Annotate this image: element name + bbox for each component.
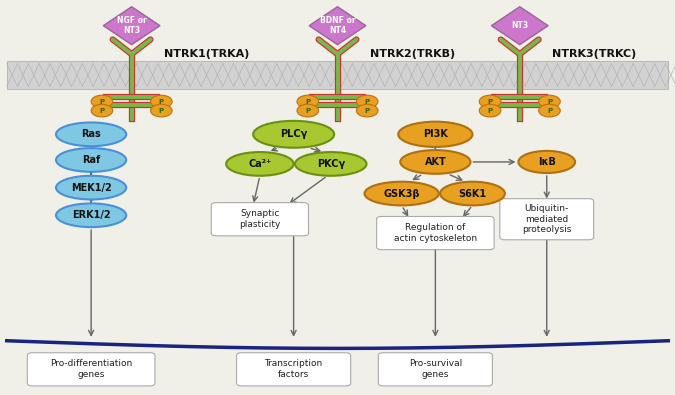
Text: Regulation of
actin cytoskeleton: Regulation of actin cytoskeleton [394,223,477,243]
Text: NTRK2(TRKB): NTRK2(TRKB) [370,49,455,59]
Circle shape [479,104,501,117]
Text: NT3: NT3 [511,21,529,30]
Ellipse shape [56,176,126,199]
Circle shape [539,104,560,117]
Polygon shape [103,7,160,45]
FancyBboxPatch shape [500,199,594,240]
Circle shape [91,104,113,117]
Ellipse shape [398,122,472,147]
Circle shape [91,95,113,108]
Text: Ca²⁺: Ca²⁺ [248,159,271,169]
Text: Ras: Ras [81,129,101,139]
FancyBboxPatch shape [236,353,351,386]
Circle shape [356,104,378,117]
Text: Raf: Raf [82,155,101,165]
Text: P: P [305,98,310,105]
Text: P: P [305,107,310,114]
Circle shape [479,95,501,108]
Text: S6K1: S6K1 [458,188,487,199]
Text: ERK1/2: ERK1/2 [72,210,111,220]
FancyBboxPatch shape [377,216,494,250]
Text: GSK3β: GSK3β [383,188,420,199]
Text: PLCγ: PLCγ [280,129,307,139]
Polygon shape [491,7,548,45]
Text: P: P [159,98,164,105]
FancyBboxPatch shape [28,353,155,386]
Ellipse shape [518,151,575,173]
Text: P: P [547,107,552,114]
FancyBboxPatch shape [211,203,308,236]
Ellipse shape [56,203,126,227]
Ellipse shape [400,150,470,174]
Text: Synaptic
plasticity: Synaptic plasticity [239,209,281,229]
Ellipse shape [56,122,126,146]
Circle shape [356,95,378,108]
Circle shape [297,95,319,108]
Ellipse shape [295,152,367,176]
Text: PI3K: PI3K [423,129,448,139]
Ellipse shape [253,121,334,148]
Polygon shape [309,7,366,45]
Text: P: P [364,107,370,114]
Ellipse shape [56,148,126,172]
Text: AKT: AKT [425,157,446,167]
Text: Pro-survival
genes: Pro-survival genes [409,359,462,379]
Ellipse shape [364,182,439,205]
Ellipse shape [226,152,294,176]
Circle shape [539,95,560,108]
Text: P: P [99,98,105,105]
Text: P: P [99,107,105,114]
Text: MEK1/2: MEK1/2 [71,182,111,193]
Circle shape [297,104,319,117]
Text: P: P [159,107,164,114]
Circle shape [151,95,172,108]
FancyBboxPatch shape [7,61,668,89]
Text: PKCγ: PKCγ [317,159,345,169]
FancyBboxPatch shape [378,353,493,386]
Text: BDNF or
NT4: BDNF or NT4 [320,16,355,35]
Ellipse shape [440,182,505,205]
Text: Ubiquitin-
mediated
proteolysis: Ubiquitin- mediated proteolysis [522,204,572,235]
Text: P: P [364,98,370,105]
Text: Transcription
factors: Transcription factors [265,359,323,379]
Text: NGF or
NT3: NGF or NT3 [117,16,146,35]
Text: P: P [487,107,493,114]
Circle shape [151,104,172,117]
Text: IκB: IκB [538,157,556,167]
Text: NTRK1(TRKA): NTRK1(TRKA) [164,49,249,59]
Text: P: P [547,98,552,105]
Text: P: P [487,98,493,105]
Text: NTRK3(TRKC): NTRK3(TRKC) [552,49,637,59]
Text: Pro-differentiation
genes: Pro-differentiation genes [50,359,132,379]
